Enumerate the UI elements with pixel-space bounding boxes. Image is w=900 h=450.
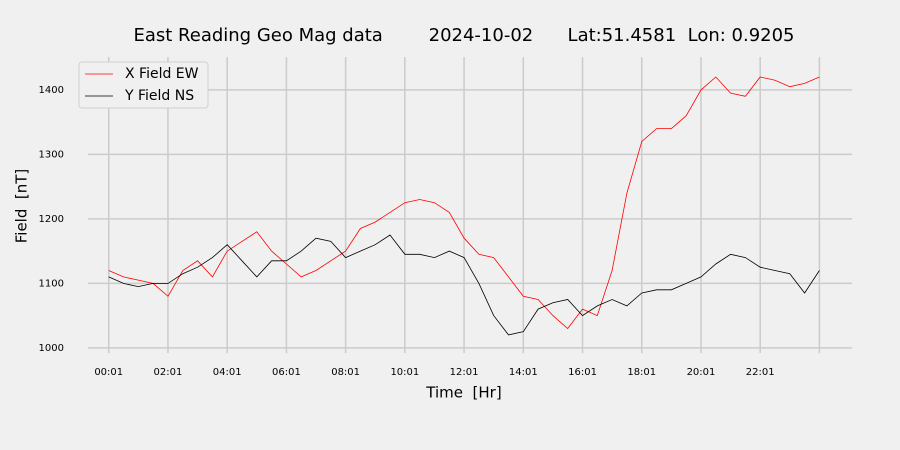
legend-box (78, 61, 209, 109)
x-tick-label: 16:01 (568, 367, 597, 378)
x-tick-label: 14:01 (509, 367, 538, 378)
chart-title: East Reading Geo Mag data 2024-10-02 Lat… (133, 25, 794, 46)
legend: X Field EW Y Field NS (78, 61, 209, 109)
data-line (108, 76, 820, 330)
x-tick-label: 20:01 (687, 367, 716, 378)
x-tick-label: 18:01 (627, 367, 656, 378)
y-tick-label: 1000 (39, 343, 64, 354)
x-tick-label: 22:01 (746, 367, 775, 378)
x-tick-label: 02:01 (154, 367, 183, 378)
x-tick-label: 10:01 (390, 367, 419, 378)
y-tick-label: 1300 (39, 149, 64, 160)
x-axis-label: Time [Hr] (425, 384, 501, 402)
y-axis-label: Field [nT] (13, 169, 31, 244)
x-tick-label: 12:01 (450, 367, 479, 378)
x-tick-label: 04:01 (213, 367, 242, 378)
y-tick-label: 1200 (39, 214, 64, 225)
x-tick-label: 06:01 (272, 367, 301, 378)
legend-label: Y Field NS (124, 88, 194, 104)
data-line (108, 234, 820, 336)
x-tick-label: 08:01 (331, 367, 360, 378)
y-tick-label: 1400 (39, 85, 64, 96)
legend-label: X Field EW (125, 66, 199, 82)
y-tick-label: 1100 (39, 278, 64, 289)
x-tick-label: 00:01 (94, 367, 123, 378)
